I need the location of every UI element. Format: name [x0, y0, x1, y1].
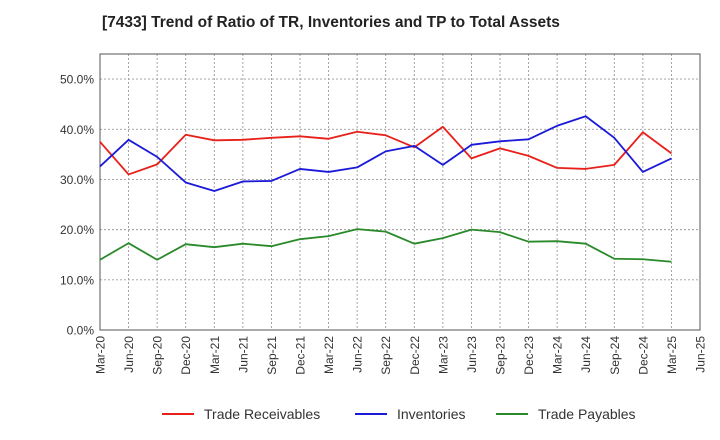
x-tick-label: Dec-21 — [294, 336, 308, 375]
x-tick-label: Sep-21 — [265, 336, 279, 375]
x-tick-label: Mar-22 — [322, 336, 336, 374]
x-tick-label: Mar-23 — [436, 336, 450, 374]
x-tick-label: Jun-25 — [694, 336, 708, 373]
plot-area — [100, 54, 700, 330]
x-tick-label: Jun-20 — [122, 336, 136, 373]
legend: Trade Receivables Inventories Trade Payabl… — [162, 406, 636, 422]
x-tick-label: Mar-21 — [208, 336, 222, 374]
x-tick-label: Dec-24 — [636, 336, 650, 375]
series-line — [99, 125, 672, 176]
x-tick-label: Sep-23 — [494, 336, 508, 375]
axes: 0.0% 10.0% 20.0% 30.0% 40.0% 50.0% Mar-20 Jun-2… — [60, 53, 708, 375]
series-line — [99, 115, 672, 192]
y-tick-label: 10.0% — [60, 273, 94, 287]
y-tick-label: 20.0% — [60, 223, 94, 237]
grid-lines — [100, 54, 700, 330]
legend-label: Trade Payables — [538, 406, 636, 422]
chart-title: [7433] Trend of Ratio of TR, Inventories… — [102, 14, 560, 31]
x-tick-label: Jun-22 — [351, 336, 365, 373]
x-tick-label: Mar-25 — [665, 336, 679, 374]
y-tick-label: 50.0% — [60, 73, 94, 87]
y-tick-label: 0.0% — [67, 324, 95, 338]
x-tick-label: Sep-22 — [379, 336, 393, 375]
x-tick-label: Sep-24 — [608, 336, 622, 375]
x-tick-label: Mar-24 — [551, 336, 565, 374]
series-line — [99, 228, 672, 263]
x-tick-label: Dec-22 — [408, 336, 422, 375]
legend-label: Trade Receivables — [204, 406, 320, 422]
x-tick-label: Jun-21 — [236, 336, 250, 373]
x-tick-label: Dec-23 — [522, 336, 536, 375]
x-tick-label: Dec-20 — [179, 336, 193, 375]
y-tick-label: 40.0% — [60, 123, 94, 137]
x-tick-label: Sep-20 — [151, 336, 165, 375]
legend-label: Inventories — [397, 406, 465, 422]
x-tick-label: Jun-24 — [579, 336, 593, 373]
series-lines — [99, 115, 672, 263]
y-tick-label: 30.0% — [60, 173, 94, 187]
plot-border — [99, 53, 701, 331]
x-tick-label: Mar-20 — [94, 336, 108, 374]
x-tick-label: Jun-23 — [465, 336, 479, 373]
